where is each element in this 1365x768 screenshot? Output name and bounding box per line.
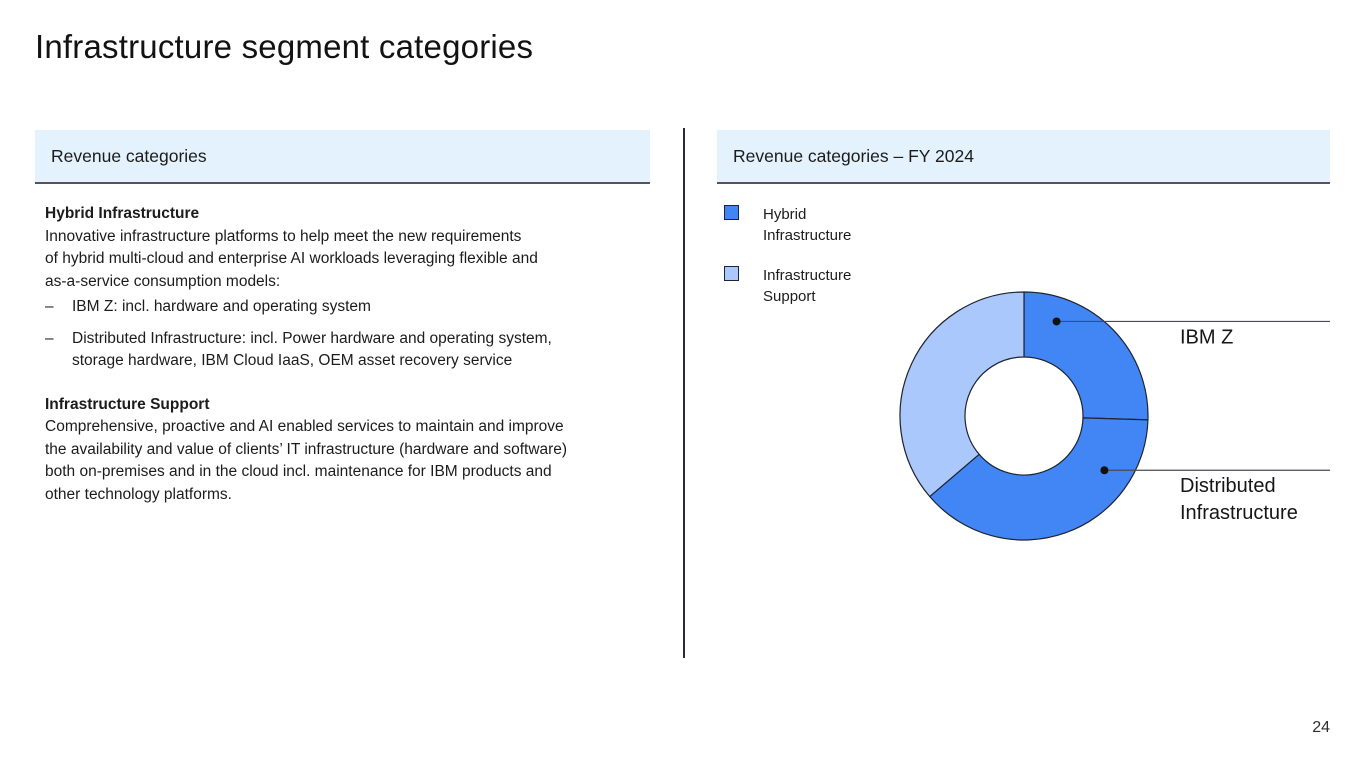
callout-dot-ibm-z — [1052, 317, 1061, 326]
panel-divider — [683, 128, 685, 658]
section-heading-hybrid-infrastructure: Hybrid Infrastructure — [45, 205, 200, 222]
bullet-distributed-infrastructure-text: Distributed Infrastructure: incl. Power … — [72, 329, 552, 370]
legend-label-infrastructure-support: Infrastructure Support — [763, 267, 852, 305]
legend-label-hybrid-infrastructure: Hybrid Infrastructure — [763, 206, 852, 244]
revenue-donut-chart: IBM Z Distributed Infrastructure — [899, 291, 1330, 541]
bullet-ibm-z-text: IBM Z: incl. hardware and operating syst… — [72, 298, 371, 315]
slide-title: Infrastructure segment categories — [35, 28, 534, 65]
bullet-ibm-z: – IBM Z: incl. hardware and operating sy… — [45, 296, 670, 319]
callout-dot-distributed-infrastructure — [1100, 466, 1109, 475]
right-panel-header-label: Revenue categories – FY 2024 — [733, 145, 974, 166]
section-body-infrastructure-support: Comprehensive, proactive and AI enabled … — [45, 418, 568, 503]
left-panel-body: Hybrid Infrastructure Innovative infrast… — [45, 203, 670, 506]
legend-swatch-infrastructure-support — [724, 266, 739, 281]
callout-label-ibm-z: IBM Z — [1180, 326, 1233, 348]
donut-segment-distributed-infrastructure — [929, 417, 1149, 541]
donut-segment-infrastructure-support — [899, 291, 1025, 498]
legend-swatch-hybrid-infrastructure — [724, 205, 739, 220]
donut-segment-ibm-z — [1023, 291, 1149, 421]
bullet-dash: – — [45, 298, 54, 315]
bullet-distributed-infrastructure: – Distributed Infrastructure: incl. Powe… — [45, 328, 670, 373]
chart-legend: Hybrid Infrastructure Infrastructure Sup… — [724, 204, 851, 307]
right-panel-header: Revenue categories – FY 2024 — [717, 130, 1330, 184]
left-panel-header-label: Revenue categories — [51, 145, 207, 166]
section-heading-infrastructure-support: Infrastructure Support — [45, 395, 210, 413]
page-number: 24 — [1312, 719, 1330, 736]
callout-label-distributed-infrastructure: Distributed Infrastructure — [1180, 475, 1298, 524]
bullet-dash: – — [45, 329, 54, 347]
section-body-hybrid-infrastructure: Innovative infrastructure platforms to h… — [45, 227, 538, 290]
legend-item-infrastructure-support: Infrastructure Support — [724, 265, 851, 307]
left-panel-header: Revenue categories — [35, 130, 650, 184]
legend-item-hybrid-infrastructure: Hybrid Infrastructure — [724, 204, 851, 246]
